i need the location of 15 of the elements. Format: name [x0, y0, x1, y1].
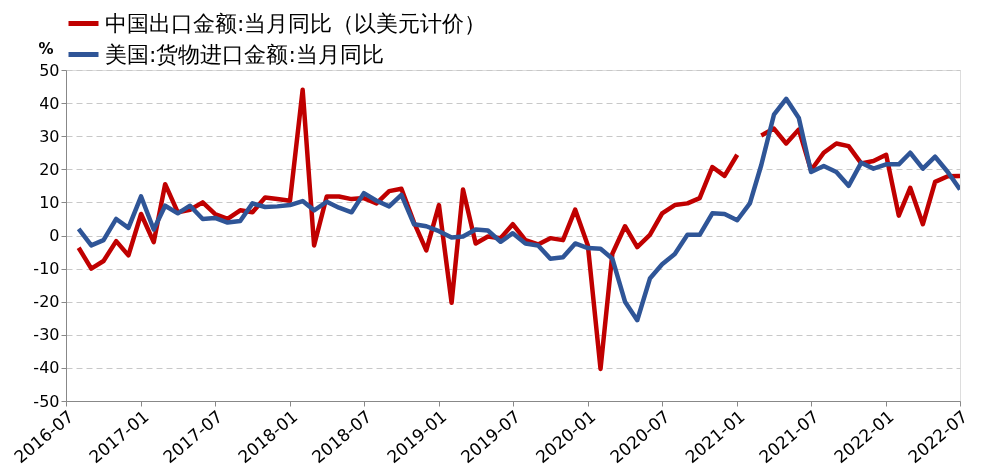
line-series	[76, 96, 960, 323]
y-tick-label: 50	[39, 60, 60, 80]
y-tick-label: -10	[33, 259, 60, 279]
y-tick-label: 20	[39, 159, 60, 179]
y-tick-label: 0	[49, 226, 60, 245]
y-tick-label: -40	[33, 358, 60, 378]
legend-label: 美国:货物进口金额:当月同比	[105, 41, 384, 67]
y-axis-title: %	[38, 39, 54, 58]
y-tick-label: -20	[33, 292, 60, 312]
y-tick-label: -50	[33, 391, 60, 411]
y-tick-label: 40	[39, 93, 60, 113]
y-tick-label: 30	[39, 126, 60, 146]
y-tick-label: 10	[39, 192, 60, 212]
legend-label: 中国出口金额:当月同比（以美元计价）	[105, 10, 487, 36]
y-tick-label: -30	[33, 325, 60, 345]
